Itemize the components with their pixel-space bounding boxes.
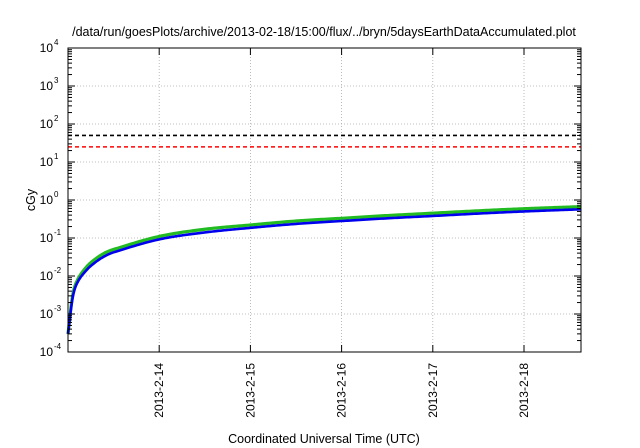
y-tick-exponent: 4	[54, 38, 59, 47]
y-tick-label: 10	[40, 155, 54, 169]
series-line-0	[66, 205, 582, 335]
series-line-1	[66, 207, 582, 335]
y-tick-exponent: -4	[54, 342, 62, 351]
y-tick-label: 10	[40, 307, 54, 321]
y-tick-exponent: -2	[54, 266, 62, 275]
y-tick-exponent: 0	[54, 190, 59, 199]
y-tick-exponent: 2	[54, 114, 59, 123]
reference-lines	[68, 134, 581, 148]
y-tick-label: 10	[40, 41, 54, 55]
y-tick-label: 10	[40, 117, 54, 131]
y-tick-label: 10	[40, 269, 54, 283]
series-lines	[66, 205, 582, 335]
chart-title: /data/run/goesPlots/archive/2013-02-18/1…	[72, 25, 576, 39]
y-tick-exponent: -1	[54, 228, 62, 237]
x-axis-label: Coordinated Universal Time (UTC)	[228, 432, 420, 446]
x-axis-ticks: 2013-2-14 2013-2-15 2013-2-16 2013-2-17 2013…	[152, 48, 531, 418]
grid	[68, 48, 581, 352]
y-tick-label: 10	[40, 79, 54, 93]
x-tick-label: 2013-2-17	[426, 363, 440, 418]
x-tick-label: 2013-2-16	[335, 363, 349, 418]
x-tick-label: 2013-2-14	[152, 363, 166, 418]
x-tick-label: 2013-2-15	[243, 363, 257, 418]
y-tick-exponent: 1	[54, 152, 59, 161]
x-tick-label: 2013-2-18	[517, 363, 531, 418]
y-tick-label: 10	[40, 231, 54, 245]
y-axis-label: cGy	[24, 188, 38, 211]
plot-frame	[67, 47, 582, 353]
y-tick-label: 10	[40, 193, 54, 207]
y-tick-label: 10	[40, 345, 54, 359]
y-tick-exponent: 3	[54, 76, 59, 85]
y-tick-exponent: -3	[54, 304, 62, 313]
